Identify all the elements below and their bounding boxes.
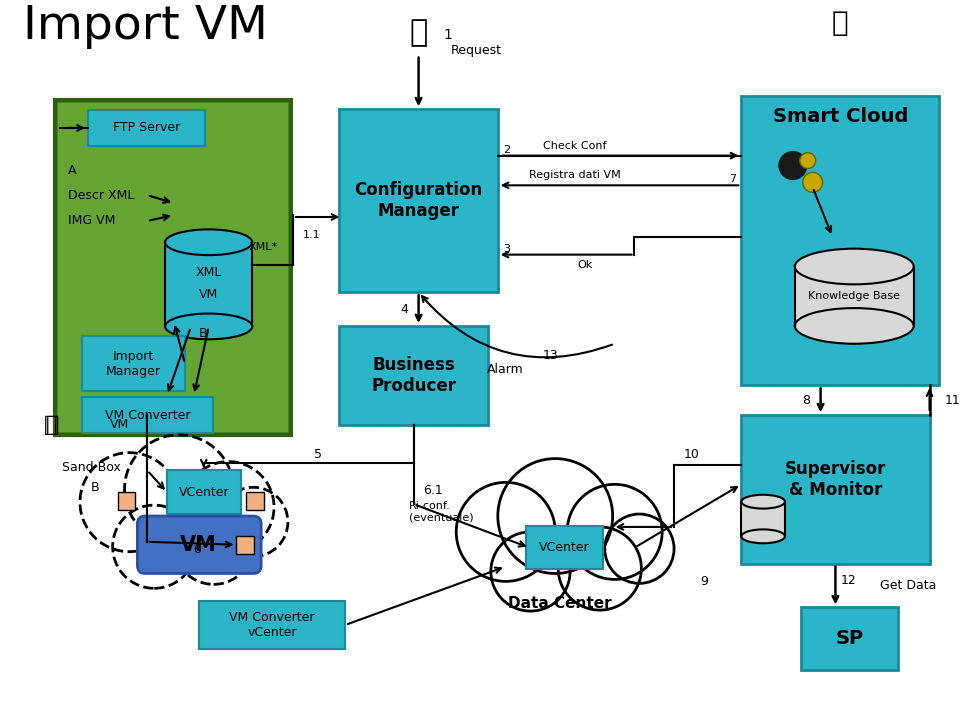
Text: VM: VM — [199, 288, 218, 301]
Circle shape — [558, 527, 641, 610]
Ellipse shape — [741, 495, 785, 508]
Text: 11: 11 — [945, 394, 960, 407]
Text: 6: 6 — [193, 543, 201, 556]
Ellipse shape — [165, 313, 252, 339]
Text: Business
Producer: Business Producer — [372, 356, 456, 395]
Text: 8: 8 — [802, 394, 809, 407]
FancyBboxPatch shape — [199, 601, 346, 649]
Text: 👤: 👤 — [410, 18, 428, 48]
Text: VM: VM — [180, 535, 217, 554]
Text: 13: 13 — [542, 349, 558, 362]
Ellipse shape — [795, 308, 914, 343]
Text: Smart Cloud: Smart Cloud — [773, 107, 908, 125]
Circle shape — [456, 482, 555, 581]
FancyBboxPatch shape — [82, 397, 213, 433]
Text: Get Data: Get Data — [880, 579, 936, 592]
FancyBboxPatch shape — [88, 110, 204, 145]
Text: SP: SP — [835, 629, 863, 648]
Text: Data Center: Data Center — [509, 595, 612, 611]
Text: 1.1: 1.1 — [302, 230, 321, 240]
Text: 🔧: 🔧 — [45, 415, 59, 435]
Text: IMG VM: IMG VM — [68, 215, 115, 228]
FancyBboxPatch shape — [236, 536, 254, 554]
Text: 4: 4 — [400, 302, 409, 315]
FancyBboxPatch shape — [56, 100, 291, 435]
Ellipse shape — [741, 529, 785, 544]
Text: 3: 3 — [503, 243, 510, 253]
Text: Configuration
Manager: Configuration Manager — [354, 181, 483, 220]
Text: 5: 5 — [314, 448, 322, 461]
FancyBboxPatch shape — [741, 96, 940, 385]
FancyBboxPatch shape — [340, 109, 498, 292]
Text: 9: 9 — [700, 575, 708, 588]
Text: Check Conf: Check Conf — [543, 140, 607, 150]
Text: Alarm: Alarm — [488, 363, 524, 376]
Text: A: A — [68, 164, 77, 177]
Circle shape — [800, 153, 816, 168]
Text: FTP Server: FTP Server — [112, 122, 180, 135]
Text: XML: XML — [196, 266, 222, 279]
FancyBboxPatch shape — [247, 492, 264, 510]
Text: XML*: XML* — [249, 242, 277, 252]
Text: Import
Manager: Import Manager — [106, 349, 161, 377]
Text: B: B — [90, 481, 99, 494]
FancyBboxPatch shape — [137, 516, 261, 573]
Text: 12: 12 — [840, 574, 856, 587]
Text: Request: Request — [450, 44, 501, 57]
FancyBboxPatch shape — [795, 266, 914, 326]
Text: Registra dati VM: Registra dati VM — [529, 171, 621, 181]
Text: 6.1: 6.1 — [423, 484, 444, 497]
Text: Supervisor
& Monitor: Supervisor & Monitor — [784, 460, 886, 499]
Text: VM Converter: VM Converter — [105, 408, 190, 421]
FancyBboxPatch shape — [741, 415, 929, 564]
Text: 🔧: 🔧 — [43, 415, 57, 435]
FancyBboxPatch shape — [117, 492, 135, 510]
Circle shape — [803, 173, 823, 192]
Text: 10: 10 — [684, 448, 700, 461]
FancyBboxPatch shape — [801, 607, 898, 670]
Ellipse shape — [165, 230, 252, 255]
Text: 🔧: 🔧 — [832, 9, 849, 37]
Text: B: B — [199, 328, 207, 341]
Text: Sand Box: Sand Box — [62, 461, 121, 474]
Text: 2: 2 — [503, 145, 510, 155]
FancyBboxPatch shape — [167, 470, 241, 514]
FancyBboxPatch shape — [525, 526, 603, 570]
Text: VCenter: VCenter — [179, 486, 229, 499]
FancyBboxPatch shape — [741, 502, 785, 536]
Text: VM Converter
vCenter: VM Converter vCenter — [229, 611, 315, 639]
FancyBboxPatch shape — [340, 326, 488, 425]
Circle shape — [491, 532, 570, 611]
Text: 1: 1 — [444, 28, 453, 42]
FancyBboxPatch shape — [82, 336, 185, 391]
Circle shape — [567, 485, 662, 580]
Circle shape — [605, 514, 674, 583]
Ellipse shape — [795, 248, 914, 284]
Text: VM: VM — [110, 418, 130, 431]
Circle shape — [779, 152, 806, 179]
Text: Knowledge Base: Knowledge Base — [808, 291, 900, 301]
FancyBboxPatch shape — [59, 103, 288, 432]
Text: Ri-conf.
(eventuale): Ri-conf. (eventuale) — [409, 501, 473, 523]
Text: Descr XML: Descr XML — [68, 189, 134, 202]
Text: Ok: Ok — [577, 259, 592, 269]
FancyBboxPatch shape — [165, 242, 252, 326]
Text: VCenter: VCenter — [539, 541, 589, 554]
Text: Import VM: Import VM — [22, 4, 268, 50]
Circle shape — [498, 459, 612, 573]
Text: 7: 7 — [730, 174, 736, 184]
